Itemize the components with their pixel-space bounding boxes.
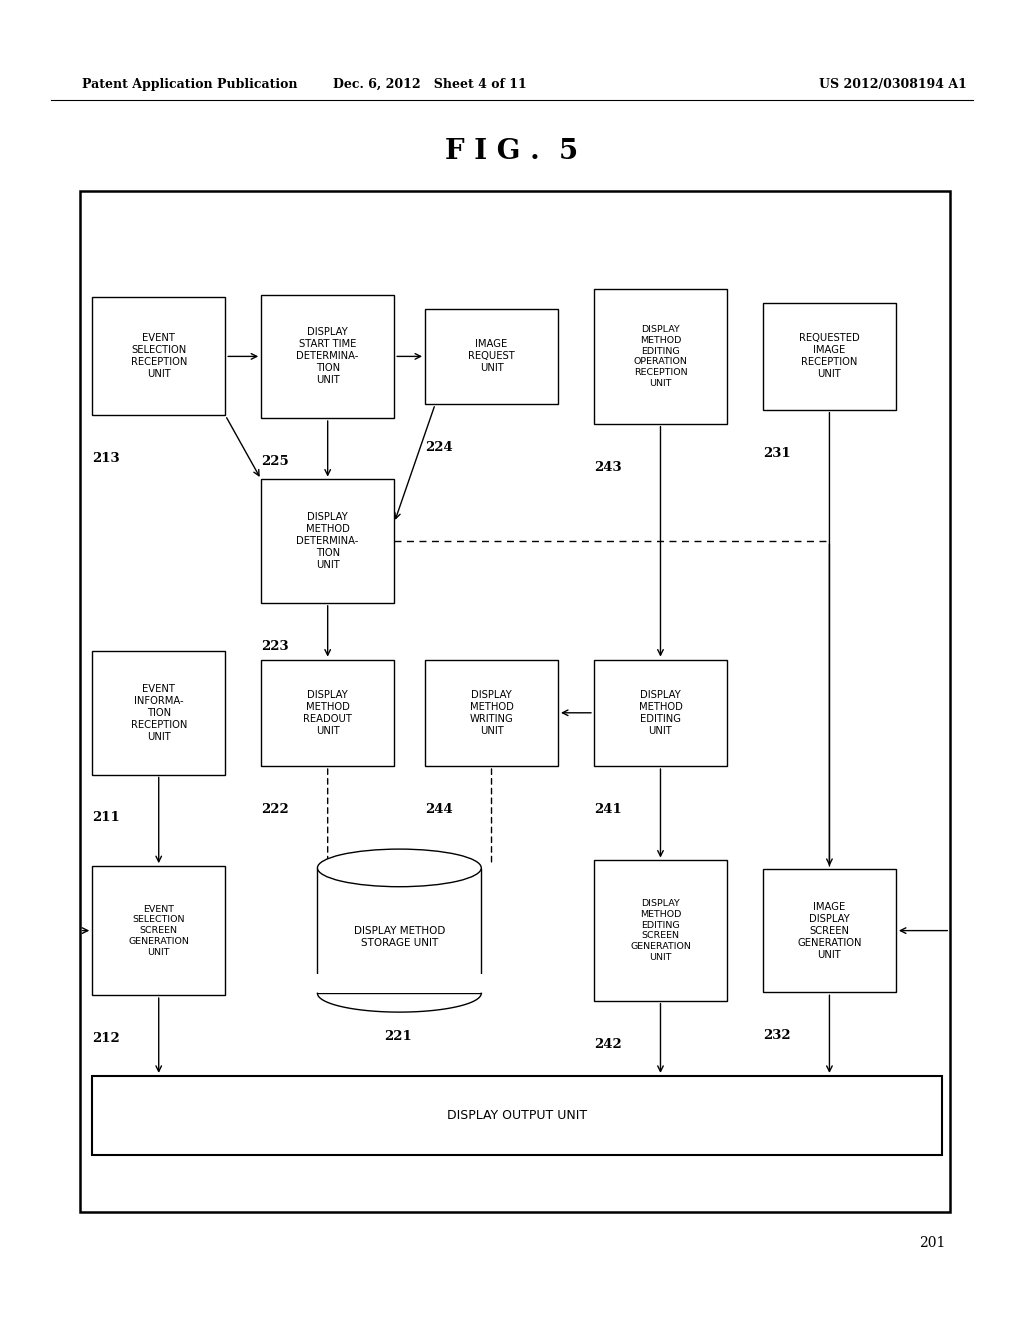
Text: IMAGE
DISPLAY
SCREEN
GENERATION
UNIT: IMAGE DISPLAY SCREEN GENERATION UNIT [798,902,861,960]
Text: 212: 212 [92,1032,120,1045]
Bar [92,297,225,416]
Text: 244: 244 [425,803,453,816]
Bar [594,861,727,1001]
Bar [763,304,896,409]
Text: IMAGE
REQUEST
UNIT: IMAGE REQUEST UNIT [468,339,515,374]
Text: 222: 222 [261,803,289,816]
Text: DISPLAY
START TIME
DETERMINA-
TION
UNIT: DISPLAY START TIME DETERMINA- TION UNIT [297,327,358,385]
Text: EVENT
SELECTION
RECEPTION
UNIT: EVENT SELECTION RECEPTION UNIT [130,334,187,379]
Text: 221: 221 [384,1030,412,1043]
Text: F I G .  5: F I G . 5 [445,139,579,165]
Text: 242: 242 [594,1038,622,1051]
Bar [261,660,394,766]
Text: 224: 224 [425,441,453,454]
Bar [92,866,225,995]
Text: 225: 225 [261,455,289,469]
Text: DISPLAY
METHOD
EDITING
OPERATION
RECEPTION
UNIT: DISPLAY METHOD EDITING OPERATION RECEPTI… [634,325,687,388]
Bar [261,479,394,603]
Text: DISPLAY METHOD
STORAGE UNIT: DISPLAY METHOD STORAGE UNIT [353,927,445,948]
Text: DISPLAY
METHOD
DETERMINA-
TION
UNIT: DISPLAY METHOD DETERMINA- TION UNIT [297,512,358,570]
Ellipse shape [317,849,481,887]
Bar [92,651,225,775]
Text: EVENT
INFORMA-
TION
RECEPTION
UNIT: EVENT INFORMA- TION RECEPTION UNIT [130,684,187,742]
Text: DISPLAY OUTPUT UNIT: DISPLAY OUTPUT UNIT [447,1109,587,1122]
Text: REQUESTED
IMAGE
RECEPTION
UNIT: REQUESTED IMAGE RECEPTION UNIT [799,334,860,379]
Text: 223: 223 [261,640,289,653]
Text: 241: 241 [594,803,622,816]
Text: DISPLAY
METHOD
WRITING
UNIT: DISPLAY METHOD WRITING UNIT [470,690,513,735]
Bar [763,869,896,993]
Text: Dec. 6, 2012   Sheet 4 of 11: Dec. 6, 2012 Sheet 4 of 11 [333,78,527,91]
Bar [594,660,727,766]
Text: DISPLAY
METHOD
READOUT
UNIT: DISPLAY METHOD READOUT UNIT [303,690,352,735]
Bar [80,191,950,1212]
Bar [92,1076,942,1155]
Bar [594,289,727,424]
Text: DISPLAY
METHOD
EDITING
UNIT: DISPLAY METHOD EDITING UNIT [639,690,682,735]
Text: 213: 213 [92,453,120,465]
Text: 243: 243 [594,461,622,474]
Text: EVENT
SELECTION
SCREEN
GENERATION
UNIT: EVENT SELECTION SCREEN GENERATION UNIT [128,904,189,957]
Text: 201: 201 [919,1236,945,1250]
Bar [315,974,483,993]
Text: 231: 231 [763,446,791,459]
Text: Patent Application Publication: Patent Application Publication [82,78,297,91]
Text: US 2012/0308194 A1: US 2012/0308194 A1 [819,78,967,91]
Bar [317,869,481,993]
Bar [425,309,558,404]
Bar [261,294,394,418]
Text: 232: 232 [763,1030,791,1043]
Text: 211: 211 [92,812,120,825]
Text: DISPLAY
METHOD
EDITING
SCREEN
GENERATION
UNIT: DISPLAY METHOD EDITING SCREEN GENERATION… [630,899,691,962]
Bar [425,660,558,766]
